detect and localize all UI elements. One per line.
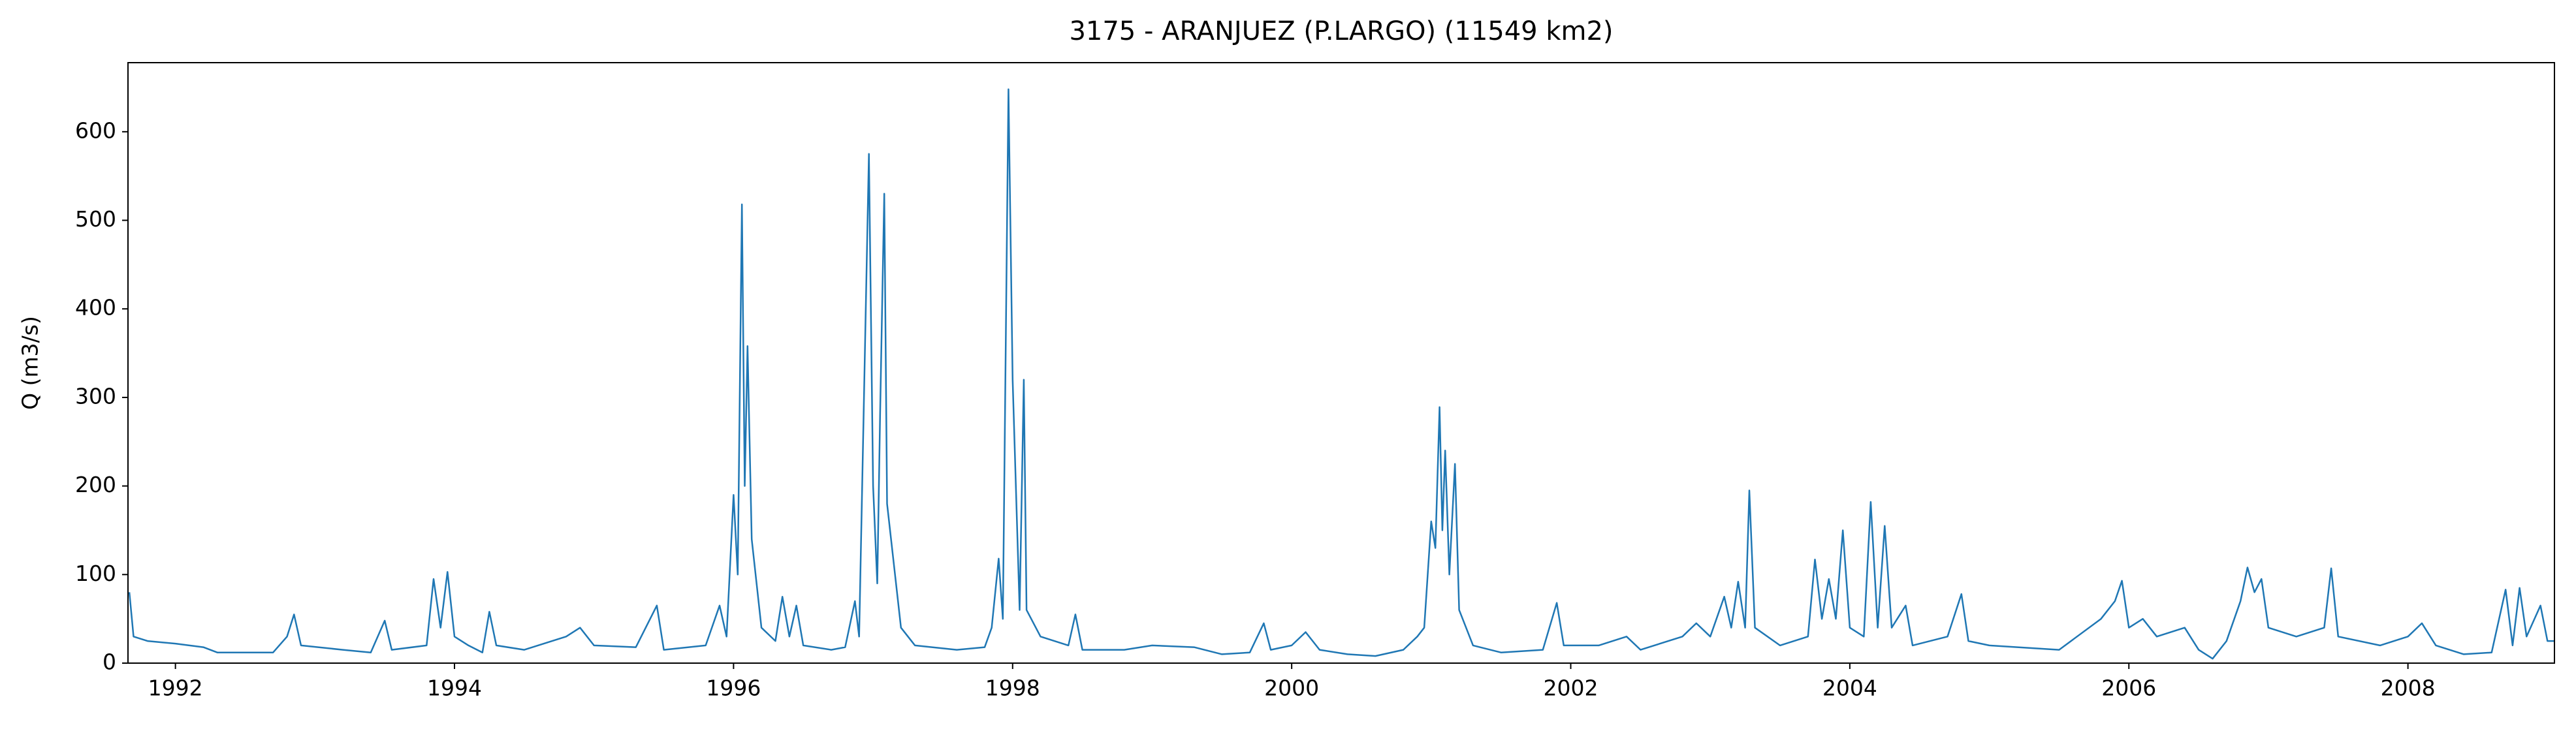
y-tick-label: 400 xyxy=(75,295,116,320)
chart-title: 3175 - ARANJUEZ (P.LARGO) (11549 km2) xyxy=(1069,16,1613,46)
x-tick-label: 2008 xyxy=(2381,676,2436,701)
y-tick-label: 100 xyxy=(75,561,116,586)
x-tick-label: 1994 xyxy=(427,676,482,701)
x-tick-label: 1996 xyxy=(706,676,761,701)
x-tick-label: 1998 xyxy=(985,676,1040,701)
y-tick-label: 300 xyxy=(75,383,116,409)
plot-frame xyxy=(127,62,2555,664)
y-tick-label: 500 xyxy=(75,206,116,232)
y-tick-label: 0 xyxy=(103,649,116,675)
x-tick-label: 2006 xyxy=(2101,676,2156,701)
x-tick-label: 1992 xyxy=(148,676,203,701)
data-line xyxy=(128,88,2554,660)
y-tick-label: 600 xyxy=(75,117,116,143)
x-tick-label: 2004 xyxy=(1822,676,1877,701)
y-axis-label: Q (m3/s) xyxy=(18,316,43,410)
y-tick-label: 200 xyxy=(75,472,116,497)
x-tick-label: 2000 xyxy=(1264,676,1319,701)
x-tick-label: 2002 xyxy=(1544,676,1598,701)
